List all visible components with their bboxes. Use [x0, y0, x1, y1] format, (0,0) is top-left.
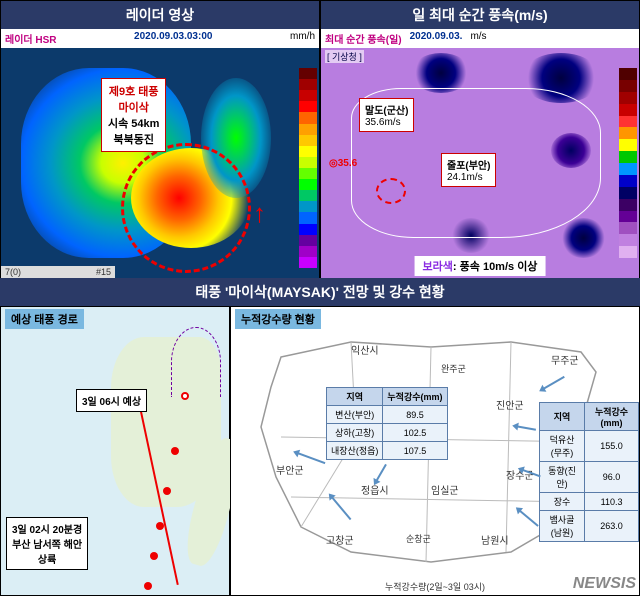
wind-spot	[411, 53, 471, 93]
t1-r1c0: 상하(고창)	[327, 424, 383, 442]
t1-h1: 지역	[327, 388, 383, 406]
track-cone	[171, 327, 221, 397]
t2-r2c1: 110.3	[585, 493, 639, 511]
purple-key: 보라색	[423, 261, 453, 273]
typhoon-line1: 제9호 태풍	[108, 83, 159, 99]
t2-r1c1: 96.0	[585, 462, 639, 493]
wind-meta-left: 최대 순간 풍속(일)	[325, 31, 402, 46]
radar-colorbar	[299, 68, 317, 268]
track-dot	[150, 552, 158, 560]
wind-label-1: 말도(군산) 35.6m/s	[359, 98, 414, 132]
city-jinan: 진안군	[496, 397, 524, 412]
t1-r1c1: 102.5	[383, 424, 447, 442]
rain-table-1: 지역누적강수(mm) 변산(부안)89.5 상하(고창)102.5 내장산(정읍…	[326, 387, 448, 460]
t2-r0c1: 155.0	[585, 431, 639, 462]
purple-note: 보라색: 풍속 10m/s 이상	[415, 256, 546, 276]
wind-panel: 일 최대 순간 풍속(m/s) 최대 순간 풍속(일) 2020.09.03. …	[320, 0, 640, 278]
wind-dash-circle	[376, 178, 406, 204]
wind-label-2-place: 줄포(부안)	[447, 157, 490, 172]
typhoon-line2: 마이삭	[108, 99, 159, 115]
city-wanju: 완주군	[441, 362, 466, 375]
rain-note: 누적강수량(2일~3일 03시)	[385, 580, 485, 593]
typhoon-arrow-icon: ↑	[253, 198, 266, 229]
track-box-2-l1: 3일 02시 20분경	[12, 521, 82, 536]
track-sublabel: 예상 태풍 경로	[5, 309, 84, 329]
city-muju: 무주군	[551, 352, 579, 367]
track-box-2-l2: 부산 남서쪽 해안	[12, 536, 82, 551]
t1-r0c1: 89.5	[383, 406, 447, 424]
track-dot	[156, 522, 164, 530]
top-row: 레이더 영상 레이더 HSR 2020.09.03.03:00 mm/h ↑ 제…	[0, 0, 640, 278]
rain-table-2: 지역누적강수(mm) 덕유산(무주)155.0 동향(진안)96.0 장수110…	[539, 402, 639, 542]
track-panel: 예상 태풍 경로 3일 06시 예상 3일 02시 20분경 부산 남서쪽 해안…	[0, 306, 230, 596]
radar-meta-unit: mm/h	[290, 31, 315, 46]
wind-title: 일 최대 순간 풍속(m/s)	[321, 1, 639, 29]
t1-r2c1: 107.5	[383, 442, 447, 460]
t2-r2c0: 장수	[540, 493, 585, 511]
t2-r0c0: 덕유산(무주)	[540, 431, 585, 462]
rain-panel: 누적강수량 현황 익산시 완주군 무주군 진안군 부안군 정읍시 임실군 장수군…	[230, 306, 640, 596]
wind-meta: 최대 순간 풍속(일) 2020.09.03. m/s	[321, 29, 639, 48]
track-dot	[171, 447, 179, 455]
radar-image-area: ↑ 제9호 태풍 마이삭 시속 54km 북북동진 7(0) #15	[1, 48, 319, 278]
wind-spot	[561, 218, 606, 258]
wind-meta-unit: m/s	[470, 31, 486, 46]
t1-r0c0: 변산(부안)	[327, 406, 383, 424]
radar-meta-date: 2020.09.03.03:00	[134, 31, 212, 46]
track-box-1: 3일 06시 예상	[76, 389, 147, 412]
track-dot	[163, 487, 171, 495]
wind-image-area: [ 기상청 ] ◎35.6 말도(군산) 35.6m/s 줄포(부안) 24.1…	[321, 48, 639, 278]
typhoon-circle	[121, 143, 251, 273]
radar-panel: 레이더 영상 레이더 HSR 2020.09.03.03:00 mm/h ↑ 제…	[0, 0, 320, 278]
city-gochang: 고창군	[326, 532, 354, 547]
wind-label-2: 줄포(부안) 24.1m/s	[441, 153, 496, 187]
bottom-content: 예상 태풍 경로 3일 06시 예상 3일 02시 20분경 부산 남서쪽 해안…	[0, 306, 640, 596]
city-buan: 부안군	[276, 462, 304, 477]
t2-h1: 지역	[540, 403, 585, 431]
typhoon-line4: 북북동진	[108, 131, 159, 147]
wind-colorbar	[619, 68, 637, 258]
radar-footer: 7(0) #15	[1, 266, 115, 278]
city-sunchang: 순창군	[406, 532, 431, 545]
t1-r2c0: 내장산(정읍)	[327, 442, 383, 460]
typhoon-line3: 시속 54km	[108, 115, 159, 131]
track-dot	[144, 582, 152, 590]
wind-label-1-place: 말도(군산)	[365, 102, 408, 117]
radar-meta: 레이더 HSR 2020.09.03.03:00 mm/h	[1, 29, 319, 48]
city-iksan: 익산시	[351, 342, 379, 357]
radar-footer-right: #15	[96, 267, 111, 277]
wind-label-2-val: 24.1m/s	[447, 172, 490, 183]
t2-r3c0: 뱀사골(남원)	[540, 511, 585, 542]
wind-point-val: ◎35.6	[329, 158, 357, 169]
wind-label-1-val: 35.6m/s	[365, 117, 408, 128]
bottom-title: 태풍 '마이삭(MAYSAK)' 전망 및 강수 현황	[0, 278, 640, 306]
track-box-2-l3: 상륙	[12, 551, 82, 566]
typhoon-info-box: 제9호 태풍 마이삭 시속 54km 북북동진	[101, 78, 166, 152]
watermark: NEWSIS	[573, 575, 636, 593]
wind-meta-date: 2020.09.03.	[410, 31, 463, 46]
t2-r3c1: 263.0	[585, 511, 639, 542]
radar-footer-left: 7(0)	[5, 267, 21, 277]
track-box-1-text: 3일 06시 예상	[82, 397, 141, 408]
radar-title: 레이더 영상	[1, 1, 319, 29]
t1-h2: 누적강수(mm)	[383, 388, 447, 406]
bottom-section: 태풍 '마이삭(MAYSAK)' 전망 및 강수 현황 예상 태풍 경로 3일 …	[0, 278, 640, 595]
purple-rest: : 풍속 10m/s 이상	[453, 261, 538, 273]
city-imsil: 임실군	[431, 482, 459, 497]
radar-meta-left: 레이더 HSR	[5, 31, 57, 46]
t2-h2: 누적강수(mm)	[585, 403, 639, 431]
track-box-2: 3일 02시 20분경 부산 남서쪽 해안 상륙	[6, 517, 88, 570]
city-namwon: 남원시	[481, 532, 509, 547]
wind-agency: [ 기상청 ]	[325, 50, 364, 63]
t2-r1c0: 동향(진안)	[540, 462, 585, 493]
